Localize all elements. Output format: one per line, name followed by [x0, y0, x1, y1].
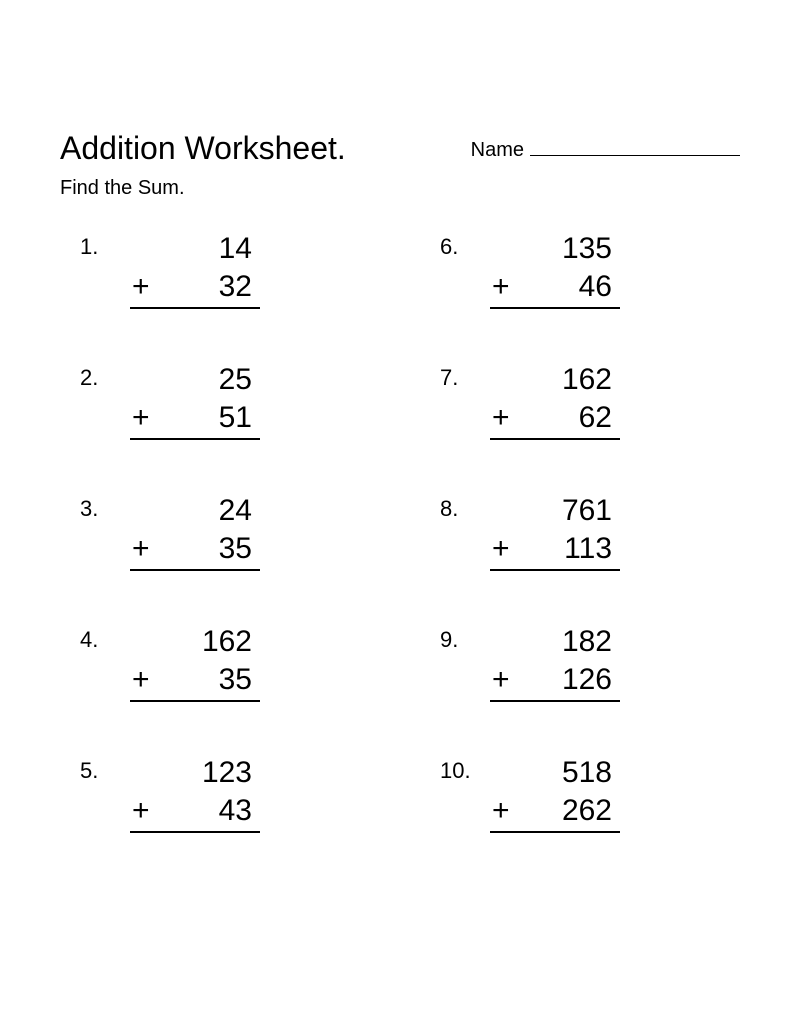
addend-bottom-row: + 35 — [130, 530, 260, 572]
problem: 8. 761 + 113 — [420, 492, 740, 571]
plus-icon: + — [130, 661, 150, 699]
problems-grid: 1. 14 + 32 2. 25 + 51 3. 24 — [60, 230, 740, 885]
plus-icon: + — [490, 399, 510, 437]
problem: 4. 162 + 35 — [60, 623, 380, 702]
problem-math: 123 + 43 — [130, 754, 260, 833]
addend-bottom-row: + 262 — [490, 792, 620, 834]
problem-math: 14 + 32 — [130, 230, 260, 309]
worksheet-title: Addition Worksheet. — [60, 130, 346, 167]
addend-top: 24 — [130, 492, 260, 530]
plus-icon: + — [490, 268, 510, 306]
plus-icon: + — [490, 661, 510, 699]
addend-top: 182 — [490, 623, 620, 661]
plus-icon: + — [130, 792, 150, 830]
problem-number: 3. — [80, 492, 130, 522]
addend-bottom: 43 — [219, 792, 252, 830]
problem-number: 1. — [80, 230, 130, 260]
problem-number: 10. — [440, 754, 490, 784]
problem: 9. 182 + 126 — [420, 623, 740, 702]
addend-bottom: 126 — [562, 661, 612, 699]
addend-top: 162 — [490, 361, 620, 399]
problem-number: 2. — [80, 361, 130, 391]
addend-bottom: 51 — [219, 399, 252, 437]
problem-number: 9. — [440, 623, 490, 653]
name-field: Name — [471, 136, 740, 162]
problem-math: 761 + 113 — [490, 492, 620, 571]
addend-bottom: 35 — [219, 530, 252, 568]
addend-top: 135 — [490, 230, 620, 268]
plus-icon: + — [130, 399, 150, 437]
addend-top: 162 — [130, 623, 260, 661]
problem: 7. 162 + 62 — [420, 361, 740, 440]
addend-bottom-row: + 51 — [130, 399, 260, 441]
addend-bottom-row: + 126 — [490, 661, 620, 703]
problem: 6. 135 + 46 — [420, 230, 740, 309]
addend-bottom-row: + 35 — [130, 661, 260, 703]
problem-number: 4. — [80, 623, 130, 653]
problem-math: 24 + 35 — [130, 492, 260, 571]
worksheet-header: Addition Worksheet. Name — [60, 130, 740, 167]
addend-bottom: 32 — [219, 268, 252, 306]
plus-icon: + — [130, 268, 150, 306]
addend-top: 123 — [130, 754, 260, 792]
problem-number: 5. — [80, 754, 130, 784]
problem-math: 162 + 62 — [490, 361, 620, 440]
problem-number: 6. — [440, 230, 490, 260]
addend-bottom: 62 — [579, 399, 612, 437]
problem-math: 182 + 126 — [490, 623, 620, 702]
problem: 2. 25 + 51 — [60, 361, 380, 440]
problem-number: 7. — [440, 361, 490, 391]
addend-bottom-row: + 46 — [490, 268, 620, 310]
problems-column-right: 6. 135 + 46 7. 162 + 62 8. 761 — [420, 230, 740, 885]
plus-icon: + — [130, 530, 150, 568]
problem-math: 162 + 35 — [130, 623, 260, 702]
addend-bottom: 35 — [219, 661, 252, 699]
addend-bottom-row: + 62 — [490, 399, 620, 441]
addend-bottom-row: + 113 — [490, 530, 620, 572]
problem: 3. 24 + 35 — [60, 492, 380, 571]
worksheet-subtitle: Find the Sum. — [60, 177, 740, 200]
addend-top: 518 — [490, 754, 620, 792]
addend-top: 25 — [130, 361, 260, 399]
name-blank-line[interactable] — [530, 136, 740, 156]
addend-bottom-row: + 32 — [130, 268, 260, 310]
addend-bottom: 46 — [579, 268, 612, 306]
addend-top: 761 — [490, 492, 620, 530]
addend-bottom-row: + 43 — [130, 792, 260, 834]
name-label: Name — [471, 139, 524, 162]
addend-bottom: 113 — [564, 530, 612, 568]
plus-icon: + — [490, 530, 510, 568]
problem: 10. 518 + 262 — [420, 754, 740, 833]
problem-math: 135 + 46 — [490, 230, 620, 309]
problem-math: 518 + 262 — [490, 754, 620, 833]
addend-bottom: 262 — [562, 792, 612, 830]
problem: 1. 14 + 32 — [60, 230, 380, 309]
problems-column-left: 1. 14 + 32 2. 25 + 51 3. 24 — [60, 230, 380, 885]
problem: 5. 123 + 43 — [60, 754, 380, 833]
addend-top: 14 — [130, 230, 260, 268]
problem-math: 25 + 51 — [130, 361, 260, 440]
problem-number: 8. — [440, 492, 490, 522]
plus-icon: + — [490, 792, 510, 830]
